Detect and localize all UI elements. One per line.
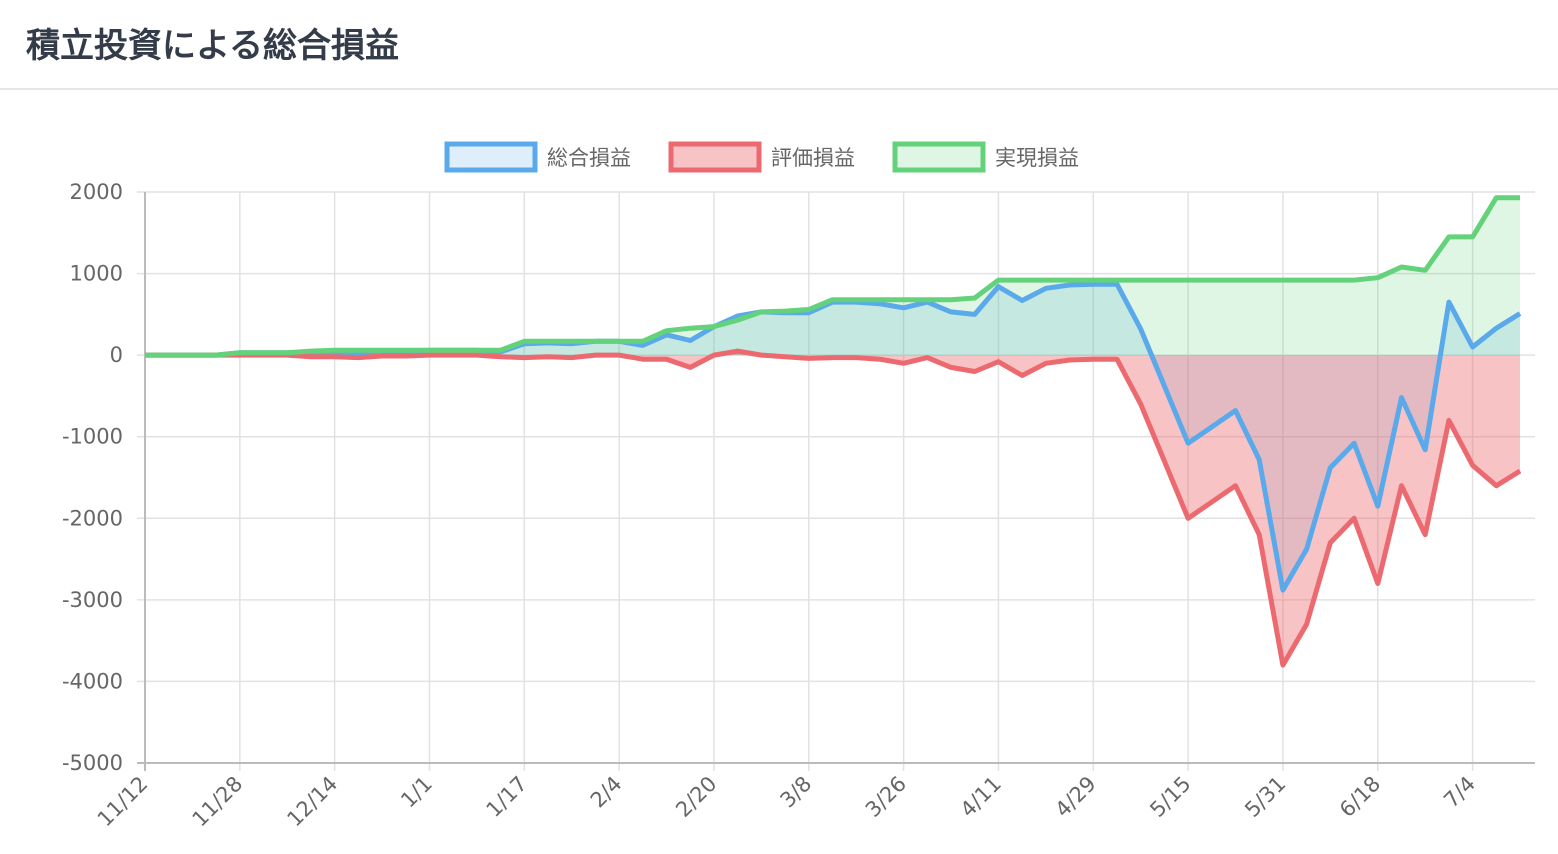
x-tick-label: 4/11 — [956, 772, 1006, 822]
area — [145, 284, 1520, 591]
legend-label: 実現損益 — [995, 146, 1079, 170]
y-tick-label: -3000 — [62, 588, 123, 612]
line — [145, 348, 1522, 668]
x-tick-label: 7/4 — [1439, 772, 1480, 813]
line — [145, 195, 1520, 358]
y-tick-label: 2000 — [70, 180, 123, 204]
x-tick-label: 6/18 — [1335, 772, 1385, 822]
area — [145, 197, 1520, 356]
legend-swatch — [892, 141, 986, 173]
legend-swatch — [444, 141, 538, 173]
y-tick-label: -1000 — [62, 425, 123, 449]
x-tick-label: 4/29 — [1050, 772, 1100, 822]
x-tick-label: 12/14 — [282, 772, 342, 832]
x-tick-label: 1/1 — [396, 772, 437, 813]
legend-label: 総合損益 — [547, 146, 631, 170]
x-tick-label: 2/20 — [671, 772, 721, 822]
y-tick-label: -4000 — [62, 669, 123, 693]
y-tick-label: -5000 — [62, 751, 123, 775]
x-tick-label: 1/17 — [482, 772, 532, 822]
legend-label: 評価損益 — [771, 146, 855, 170]
legend-swatch — [668, 141, 762, 173]
header: 積立投資による総合損益 — [0, 0, 1558, 90]
x-tick-label: 3/26 — [861, 772, 911, 822]
y-tick-label: 1000 — [70, 262, 123, 286]
title: 積立投資による総合損益 — [26, 26, 399, 66]
x-tick-label: 2/4 — [586, 772, 627, 813]
x-tick-label: 3/8 — [775, 772, 816, 813]
y-tick-label: 0 — [110, 343, 123, 367]
x-tick-label: 11/28 — [188, 772, 248, 832]
x-tick-label: 11/12 — [93, 772, 153, 832]
y-tick-label: -2000 — [62, 506, 123, 530]
x-tick-label: 5/15 — [1145, 772, 1195, 822]
area — [145, 351, 1520, 666]
x-tick-label: 5/31 — [1240, 772, 1290, 822]
